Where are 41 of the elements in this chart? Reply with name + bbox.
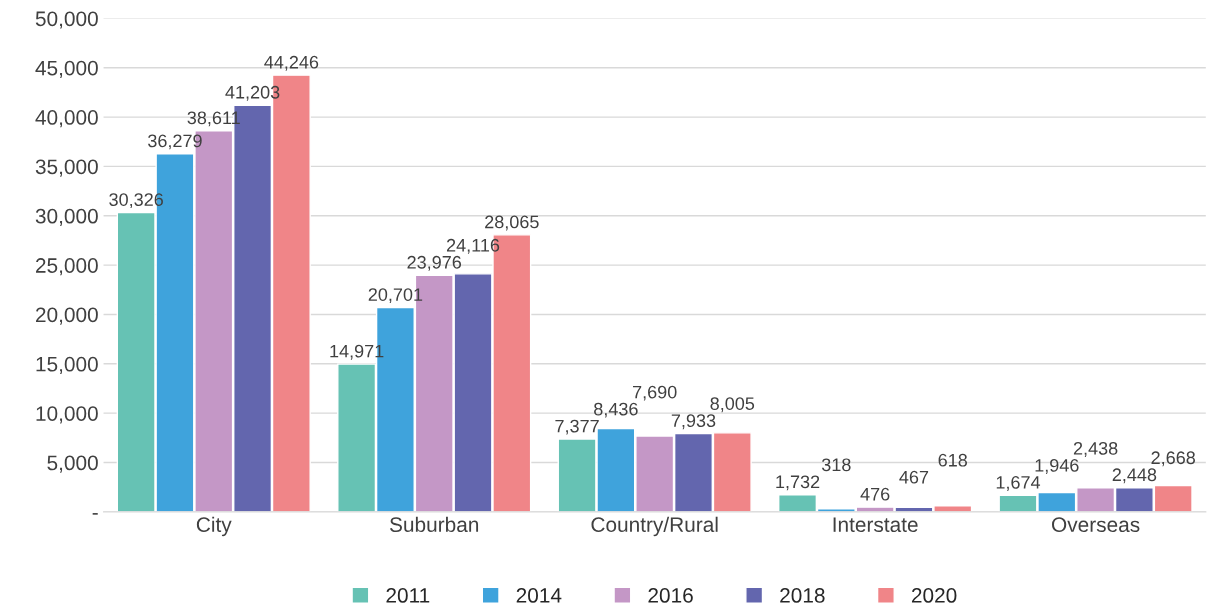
legend-label: 2020 <box>911 588 957 603</box>
legend-label: 2014 <box>516 588 562 603</box>
data-label: 467 <box>899 470 929 484</box>
data-label: 44,246 <box>264 55 319 71</box>
y-tick-label: 20,000 <box>36 307 98 325</box>
data-label: 2,438 <box>1073 441 1118 457</box>
data-label: 1,732 <box>776 475 820 491</box>
legend-label: 2018 <box>780 588 825 603</box>
data-label: 476 <box>860 487 890 501</box>
y-tick-label: 45,000 <box>35 60 98 78</box>
data-label: 618 <box>938 453 968 467</box>
y-tick-label: 30,000 <box>35 208 98 226</box>
x-tick-label: Overseas <box>1052 517 1140 533</box>
data-label: 7,933 <box>671 414 716 430</box>
x-tick-label: Interstate <box>833 517 918 533</box>
data-label: 1,946 <box>1035 458 1079 474</box>
data-label: 23,976 <box>407 255 462 271</box>
y-tick-label: 35,000 <box>35 159 98 177</box>
x-tick-label: City <box>196 516 232 537</box>
y-tick-label: - <box>92 513 98 515</box>
legend-label: 2011 <box>386 588 430 603</box>
x-tick-label: Suburban <box>389 516 479 533</box>
data-label: 7,690 <box>633 385 677 401</box>
y-tick-label: 5,000 <box>47 455 98 473</box>
data-label: 36,279 <box>148 134 202 150</box>
data-label: 8,005 <box>710 397 755 413</box>
y-tick-label: 10,000 <box>36 406 98 424</box>
y-tick-label: 25,000 <box>36 258 98 276</box>
data-label: 28,065 <box>485 215 539 231</box>
y-tick-label: 15,000 <box>36 356 98 375</box>
data-label: 2,448 <box>1112 468 1157 484</box>
y-tick-label: 50,000 <box>35 11 98 29</box>
legend-label: 2016 <box>648 588 693 603</box>
data-label: 2,668 <box>1151 451 1195 467</box>
y-tick-label: 40,000 <box>35 110 98 128</box>
data-label: 8,436 <box>594 402 638 418</box>
x-tick-label: Country/Rural <box>591 516 718 537</box>
data-label: 7,377 <box>555 419 599 435</box>
data-label: 1,674 <box>996 475 1041 491</box>
data-label: 20,701 <box>368 288 423 304</box>
data-label: 318 <box>821 458 851 472</box>
